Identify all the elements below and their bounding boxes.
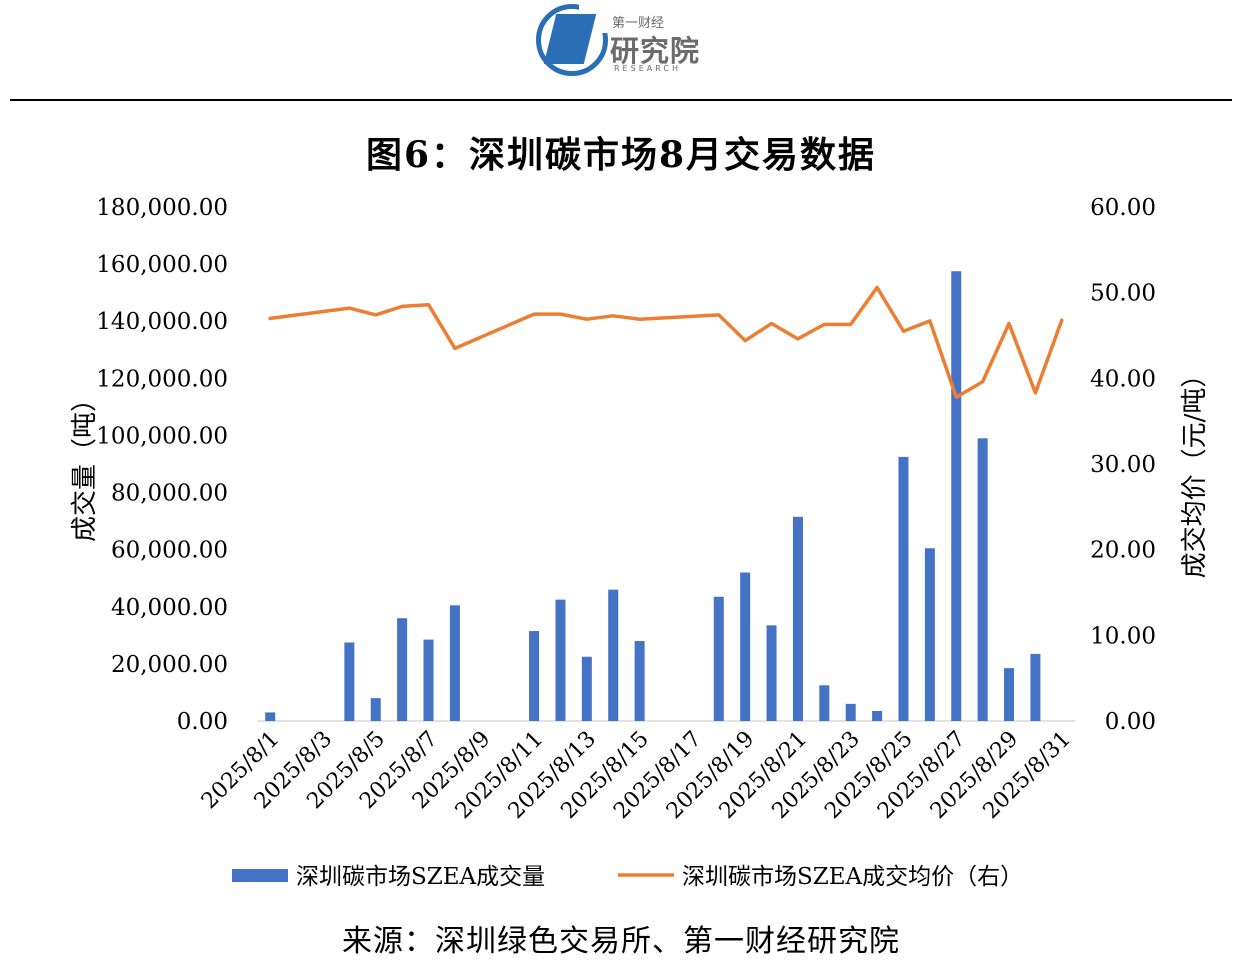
price-line xyxy=(268,285,1064,399)
y2-tick-label: 0.00 xyxy=(1105,709,1156,735)
bar-2025/8/13 xyxy=(581,656,592,721)
bar-2025/8/27 xyxy=(951,271,962,721)
bar-2025/8/1 xyxy=(265,712,276,721)
bar-2025/8/5 xyxy=(370,698,381,721)
bar-2025/8/18 xyxy=(713,596,724,721)
logo-main-text: 研究院 xyxy=(610,34,701,68)
y-tick-label: 80,000.00 xyxy=(111,481,228,507)
bar-2025/8/22 xyxy=(819,685,830,721)
logo-small-text: 第一财经 xyxy=(612,16,665,31)
legend-bar-swatch xyxy=(232,869,288,882)
bar-2025/8/8 xyxy=(449,605,460,721)
bar-2025/8/25 xyxy=(898,456,909,721)
bar-2025/8/24 xyxy=(872,711,883,721)
bar-2025/8/30 xyxy=(1030,653,1041,721)
bar-2025/8/14 xyxy=(608,589,619,721)
y-tick-label: 120,000.00 xyxy=(96,366,228,392)
bar-2025/8/20 xyxy=(766,625,777,721)
bar-2025/8/29 xyxy=(1004,668,1015,721)
y-tick-label: 140,000.00 xyxy=(96,309,228,335)
bar-2025/8/7 xyxy=(423,639,434,721)
y2-tick-label: 20.00 xyxy=(1090,538,1156,564)
bar-2025/8/11 xyxy=(529,631,540,721)
bar-2025/8/19 xyxy=(740,572,751,721)
bar-2025/8/28 xyxy=(977,438,988,721)
y2-tick-label: 60.00 xyxy=(1090,195,1156,221)
chart-title: 图6：深圳碳市场8月交易数据 xyxy=(365,134,877,176)
header-divider xyxy=(10,99,1232,101)
bar-2025/8/26 xyxy=(924,548,935,721)
bar-2025/8/21 xyxy=(792,516,803,721)
legend-bar-label: 深圳碳市场SZEA成交量 xyxy=(296,864,545,890)
y2-tick-label: 10.00 xyxy=(1090,623,1156,649)
y-tick-label: 0.00 xyxy=(177,709,228,735)
y-tick-label: 180,000.00 xyxy=(96,195,228,221)
y-tick-label: 60,000.00 xyxy=(111,538,228,564)
y-tick-label: 40,000.00 xyxy=(111,595,228,621)
bar-2025/8/4 xyxy=(344,642,355,721)
bar-2025/8/23 xyxy=(845,703,856,721)
legend-line-label: 深圳碳市场SZEA成交均价（右） xyxy=(682,864,1023,890)
bar-2025/8/15 xyxy=(634,641,645,721)
bar-2025/8/12 xyxy=(555,599,566,721)
source-note: 来源：深圳绿色交易所、第一财经研究院 xyxy=(342,924,900,959)
y2-tick-label: 30.00 xyxy=(1090,452,1156,478)
logo: 第一财经 研究院 RESEARCH xyxy=(536,3,716,78)
y-tick-label: 160,000.00 xyxy=(96,252,228,278)
y2-tick-label: 40.00 xyxy=(1090,366,1156,392)
y2-tick-label: 50.00 xyxy=(1090,281,1156,307)
y-axis-title: 成交量（吨） xyxy=(70,386,100,542)
y-tick-label: 100,000.00 xyxy=(96,423,228,449)
bar-2025/8/6 xyxy=(397,618,408,721)
y2-axis-title: 成交均价（元/吨） xyxy=(1180,362,1210,579)
y-tick-label: 20,000.00 xyxy=(111,652,228,678)
logo-sub-text: RESEARCH xyxy=(614,64,681,73)
